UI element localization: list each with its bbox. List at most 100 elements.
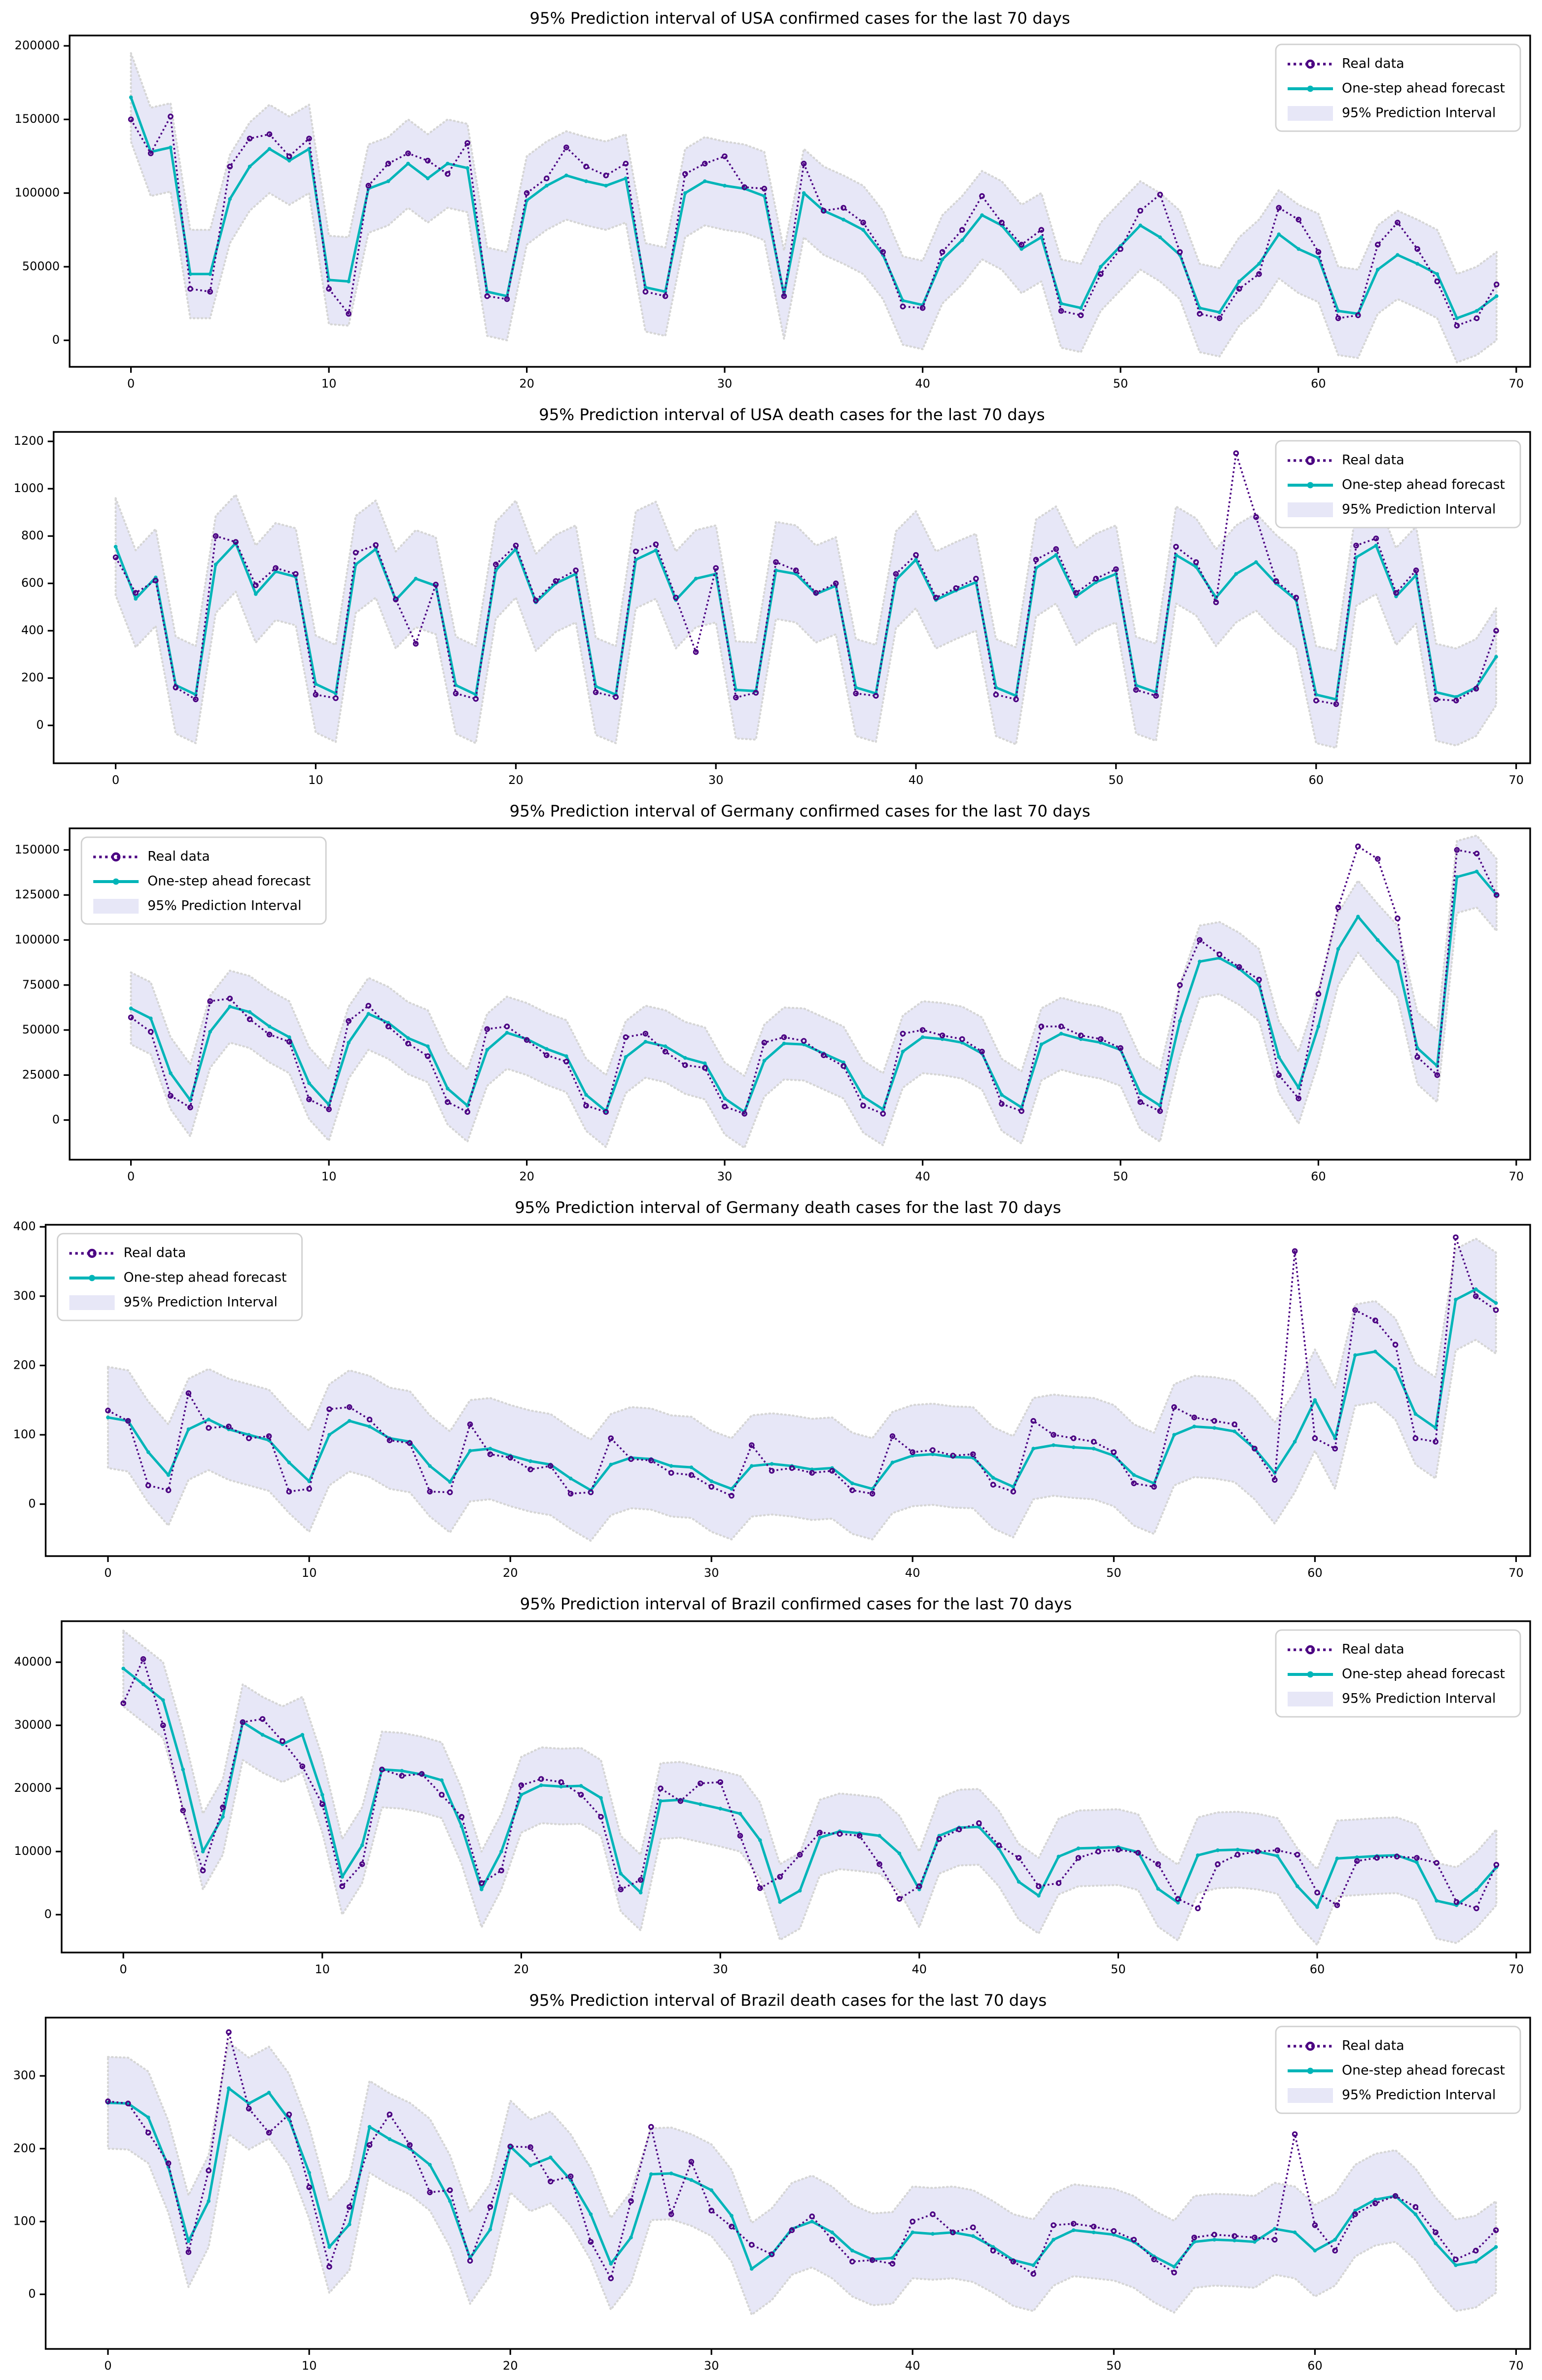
real-data-point: [608, 1435, 614, 1441]
real-data-point: [1137, 208, 1143, 214]
legend: Real data One-step ahead forecast 95% Pred…: [1275, 43, 1521, 132]
real-data-point: [252, 582, 259, 588]
legend-real-marker: [1305, 1645, 1315, 1655]
forecast-point: [723, 1097, 727, 1101]
real-data-point: [206, 1425, 211, 1431]
real-data-point: [1073, 590, 1079, 596]
forecast-point: [624, 1055, 628, 1059]
real-data-point: [538, 1776, 544, 1782]
legend-label: Real data: [1342, 56, 1404, 71]
real-data-point: [1113, 566, 1119, 572]
real-data-point: [1256, 976, 1262, 983]
real-data-point: [1493, 1307, 1499, 1313]
forecast-point: [1257, 262, 1261, 266]
real-data-point: [563, 144, 569, 150]
forecast-point: [348, 2222, 351, 2227]
plot-border: [44, 1224, 1531, 1557]
forecast-point: [654, 548, 658, 552]
legend-label: One-step ahead forecast: [147, 874, 311, 889]
x-tick-label: 0: [104, 1566, 111, 1580]
forecast-point: [877, 1834, 881, 1838]
real-data-point: [1433, 696, 1439, 703]
real-data-point: [379, 1766, 385, 1773]
forecast-point: [440, 1778, 444, 1782]
real-data-point: [1353, 542, 1359, 549]
x-tick-label: 60: [1311, 1170, 1326, 1183]
forecast-point: [699, 1802, 702, 1806]
real-data-point: [473, 696, 479, 702]
real-data-point: [761, 185, 768, 192]
real-data-point: [527, 1466, 533, 1472]
forecast-point: [386, 179, 390, 183]
real-data-point: [1313, 697, 1319, 704]
forecast-point: [459, 1824, 464, 1828]
forecast-point: [931, 1452, 935, 1456]
real-data-point: [608, 2275, 614, 2281]
legend-band-sample: [93, 899, 139, 914]
forecast-point: [589, 2212, 593, 2216]
real-data-point: [1090, 2223, 1097, 2230]
forecast-point: [663, 1044, 667, 1048]
forecast-point: [287, 159, 291, 163]
x-tick-label: 20: [508, 773, 524, 787]
real-data-point: [896, 1896, 903, 1902]
real-data-point: [165, 1487, 172, 1493]
real-data-point: [405, 150, 411, 156]
x-tick-label: 60: [1311, 377, 1326, 391]
real-data-point: [326, 2264, 332, 2270]
real-data-point: [860, 1102, 866, 1109]
real-data-point: [1276, 1072, 1282, 1078]
real-data-point: [504, 296, 510, 302]
real-data-point: [1195, 1905, 1201, 1912]
forecast-point: [528, 2164, 532, 2167]
real-data-point: [1098, 271, 1104, 277]
real-data-point: [673, 595, 679, 601]
forecast-point: [762, 1059, 767, 1063]
forecast-point: [260, 1733, 265, 1737]
real-data-point: [1111, 2228, 1117, 2234]
forecast-point: [718, 1807, 722, 1811]
real-data-point: [1098, 1036, 1104, 1042]
forecast-point: [1039, 1042, 1044, 1046]
real-data-point: [1412, 2204, 1419, 2210]
forecast-point: [121, 1667, 125, 1670]
real-data-point: [346, 1018, 351, 1024]
forecast-point: [1413, 2212, 1418, 2216]
forecast-point: [1296, 1884, 1299, 1888]
real-data-point: [1312, 2222, 1318, 2228]
real-data-point: [603, 1109, 609, 1115]
legend-label: One-step ahead forecast: [1342, 2063, 1505, 2078]
forecast-point: [619, 1872, 623, 1876]
real-data-point: [339, 1883, 345, 1889]
real-data-point: [140, 1656, 146, 1662]
x-tick-label: 40: [915, 1170, 930, 1183]
real-data-point: [193, 696, 199, 703]
chart-title-text: 95% Prediction interval of USA confirmed…: [529, 9, 1070, 28]
real-data-point: [1295, 1851, 1300, 1858]
forecast-point: [367, 1424, 372, 1428]
forecast-point: [669, 2171, 673, 2175]
real-data-point: [1173, 543, 1179, 550]
forecast-point: [649, 2172, 653, 2176]
forecast-point: [1254, 560, 1258, 564]
forecast-point: [1059, 301, 1063, 306]
forecast-point: [505, 1030, 509, 1035]
real-data-point: [1493, 628, 1499, 634]
forecast-point: [683, 191, 687, 195]
forecast-point: [348, 1419, 351, 1423]
real-data-point: [1078, 312, 1084, 319]
y-tick-label: 125000: [15, 888, 60, 901]
real-data-point: [507, 2143, 513, 2150]
real-data-point: [187, 285, 193, 292]
real-data-point: [105, 1407, 111, 1414]
real-data-point: [708, 1484, 714, 1490]
forecast-point: [818, 1836, 822, 1840]
real-data-point: [433, 581, 439, 588]
chart-brazil-deaths: 95% Prediction interval of Brazil death …: [0, 1982, 1542, 2379]
forecast-point: [750, 2267, 754, 2271]
forecast-line: [130, 97, 1498, 320]
forecast-point: [519, 1793, 524, 1797]
forecast-point: [1474, 1287, 1478, 1291]
real-data-point: [1211, 2232, 1218, 2238]
forecast-point: [426, 177, 430, 180]
